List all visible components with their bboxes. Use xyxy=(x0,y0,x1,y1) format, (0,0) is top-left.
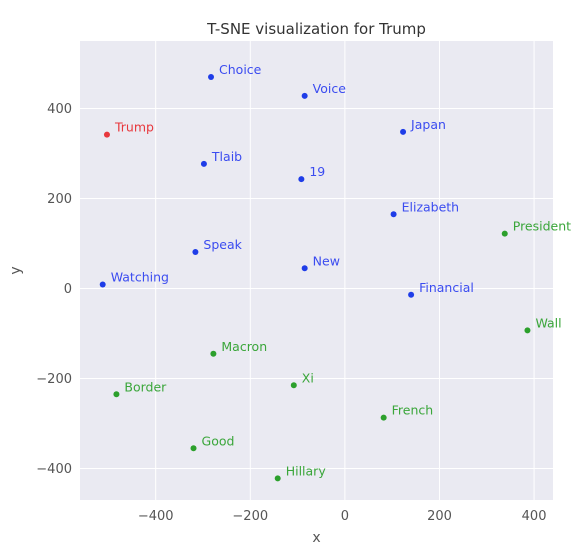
data-point-19 xyxy=(298,176,305,183)
data-point-border xyxy=(113,391,120,398)
data-point-hillary xyxy=(274,475,281,482)
data-point-new xyxy=(301,265,308,272)
data-points: Trump Choice Voice Japan Tlaib 19 Elizabeth Spe… xyxy=(99,62,571,482)
y-tick-label: −200 xyxy=(36,372,72,387)
data-point-president xyxy=(501,230,508,237)
data-point-french xyxy=(380,414,387,421)
point-label-trump: Trump xyxy=(114,120,154,135)
point-label-financial: Financial xyxy=(419,280,474,295)
data-point-tlaib xyxy=(200,160,207,167)
point-label-president: President xyxy=(513,219,571,234)
chart-title: T-SNE visualization for Trump xyxy=(206,20,426,38)
point-label-wall: Wall xyxy=(535,315,561,330)
data-point-japan xyxy=(400,128,407,135)
data-point-wall xyxy=(524,327,531,334)
point-label-macron: Macron xyxy=(221,339,267,354)
point-label-voice: Voice xyxy=(313,81,347,96)
data-point-financial xyxy=(408,291,415,298)
data-point-voice xyxy=(301,92,308,99)
data-point-trump xyxy=(103,131,110,138)
y-tick-label: 0 xyxy=(64,282,72,297)
data-point-choice xyxy=(208,74,215,80)
data-point-watching xyxy=(99,281,106,288)
point-label-watching: Watching xyxy=(111,269,169,284)
x-tick-label: 0 xyxy=(341,509,349,524)
point-label-border: Border xyxy=(124,379,167,394)
x-tick-label: 400 xyxy=(522,509,547,524)
y-tick-label: 200 xyxy=(47,192,72,207)
point-label-japan: Japan xyxy=(410,117,446,132)
x-tick-label: −200 xyxy=(232,509,268,524)
point-label-speak: Speak xyxy=(203,237,242,252)
x-tick-label: 200 xyxy=(427,509,452,524)
x-tick-label: −400 xyxy=(138,509,174,524)
point-label-choice: Choice xyxy=(219,62,262,77)
point-label-hillary: Hillary xyxy=(286,463,327,478)
data-point-speak xyxy=(192,249,199,256)
point-label-good: Good xyxy=(202,433,235,448)
point-label-19: 19 xyxy=(309,164,325,179)
data-point-good xyxy=(190,445,197,452)
data-point-elizabeth xyxy=(390,211,397,218)
point-label-french: French xyxy=(392,403,434,418)
axis-ticks: −400 −200 0 200 400 −400 −200 0 200 400 xyxy=(36,102,546,524)
grid-lines xyxy=(80,41,553,500)
y-tick-label: −400 xyxy=(36,462,72,477)
y-axis-label: y xyxy=(8,266,24,274)
data-point-xi xyxy=(290,382,297,389)
point-label-new: New xyxy=(313,253,340,268)
point-label-tlaib: Tlaib xyxy=(211,149,242,164)
x-axis-label: x xyxy=(312,530,320,545)
plot-area xyxy=(80,41,553,500)
point-label-elizabeth: Elizabeth xyxy=(402,199,460,214)
y-tick-label: 400 xyxy=(47,102,72,117)
point-label-xi: Xi xyxy=(302,370,314,385)
data-point-macron xyxy=(210,350,217,357)
